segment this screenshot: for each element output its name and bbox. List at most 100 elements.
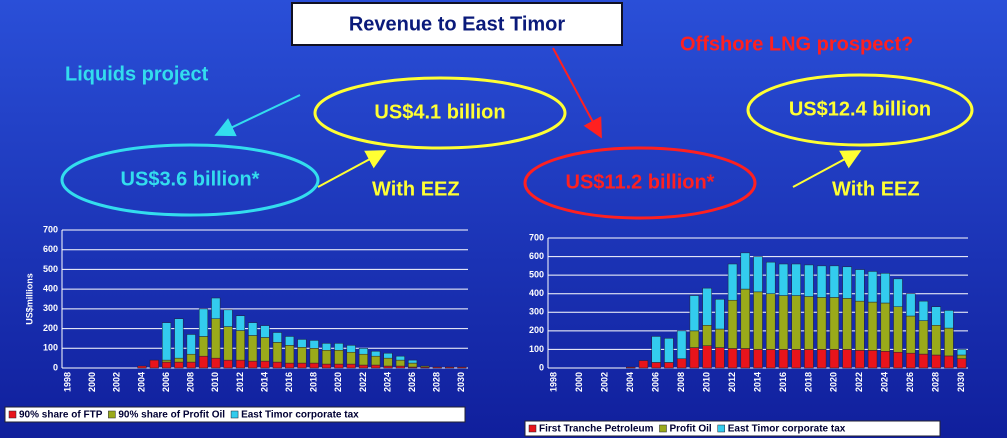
bar-segment [664,338,674,363]
bar-segment [638,360,649,369]
bar-segment [791,295,801,350]
legend-label: East Timor corporate tax [241,410,359,421]
legend-swatch [8,410,17,419]
bar-segment [186,361,196,369]
legend-label: 90% share of FTP [19,410,103,421]
y-tick-label: 600 [43,244,58,254]
title: Revenue to East Timor [349,13,566,35]
bar-segment [235,330,245,361]
arrow [792,150,862,188]
x-tick-label: 2000 [574,372,584,392]
bar-segment [248,335,258,362]
note: With EEZ [372,178,460,200]
bar-segment [321,343,332,351]
legend-swatch [717,424,725,433]
bar-segment [272,332,282,343]
bar-segment [260,325,270,338]
bar-segment [804,296,814,350]
bar-segment [664,362,674,369]
bar-segment [309,348,319,364]
arrow [552,47,602,139]
bar-segment [162,359,172,363]
bar-segment [358,353,368,366]
x-tick-label: 2002 [112,372,122,392]
bar-segment [804,264,814,297]
bar-segment [420,365,430,368]
bar-segment [162,322,172,361]
bar-segment [855,350,865,369]
x-tick-label: 1998 [549,372,559,392]
x-tick-label: 2014 [752,372,762,392]
legend-swatch [230,410,239,419]
estimate: US$12.4 billion [789,98,931,120]
bar-segment [855,300,865,351]
legend-label: First Tranche Petroleum [539,424,654,435]
x-tick-label: 2008 [676,372,686,392]
bar-segment [956,354,967,359]
y-tick-label: 200 [43,323,58,333]
bar-segment [918,320,929,355]
bar-segment [906,315,916,354]
bar-segment [321,350,332,365]
estimate: US$4.1 billion [374,101,505,123]
ellipse [523,146,757,220]
bar-segment [867,271,878,303]
bar-segment [842,349,852,369]
bar-segment [334,350,344,365]
bar-segment [285,362,295,369]
bar-segment [931,306,941,326]
bar-segment [371,364,381,369]
bar-segment [383,357,393,367]
bar-segment [297,339,307,348]
bar-segment [395,359,405,367]
bar-segment [198,308,209,337]
bar-segment [816,297,827,350]
bar-segment [235,359,245,369]
bar-segment [211,297,221,319]
bar-segment [778,349,789,369]
x-tick-label: 2008 [186,372,196,392]
bar-segment [395,355,405,361]
bar-segment [371,350,381,357]
bar-segment [766,349,776,369]
bar-segment [727,299,738,349]
bar-segment [676,330,687,359]
bar-segment [689,295,700,332]
x-tick-label: 2022 [358,372,368,392]
bar-segment [309,362,319,369]
bar-segment [753,349,763,369]
bar-segment [778,295,789,350]
bar-segment [346,345,356,353]
bar-segment [906,293,916,317]
bar-segment [432,366,442,369]
bar-segment [880,273,890,304]
bar-segment [383,365,393,369]
bar-segment [829,297,840,350]
bar-segment [651,336,661,363]
bar-segment [223,309,233,327]
right-heading: Offshore LNG prospect? [680,33,913,55]
left-heading: Liquids project [65,63,209,85]
ellipse [313,76,567,150]
bar-segment [715,299,725,330]
bar-segment [931,325,941,356]
x-tick-label: 2018 [803,372,813,392]
bar-segment [285,336,295,346]
x-tick-label: 2024 [382,372,392,392]
bar-segment [931,354,941,369]
legend-label: 90% share of Profit Oil [118,410,225,421]
bar-segment [740,288,750,349]
y-tick-label: 300 [43,303,58,313]
bar-segment [893,351,903,369]
y-axis-label: US$millions [24,273,34,325]
x-tick-label: 2004 [625,372,635,392]
x-tick-label: 2028 [432,372,442,392]
bar-segment [174,318,184,359]
bar-segment [956,358,967,369]
bar-segment [285,345,295,364]
bar-segment [689,330,700,348]
x-tick-label: 2028 [931,372,941,392]
x-tick-label: 2012 [235,372,245,392]
bar-segment [753,291,763,350]
bar-segment [791,263,801,296]
